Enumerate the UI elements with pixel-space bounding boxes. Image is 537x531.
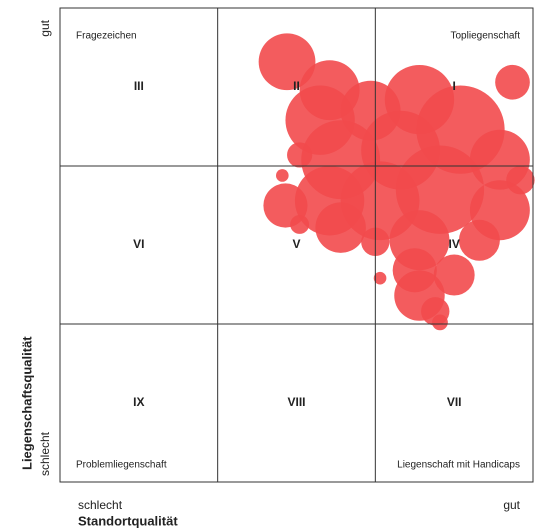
bubble bbox=[258, 33, 316, 91]
cell-label: VIII bbox=[287, 395, 305, 409]
bubble bbox=[433, 254, 475, 296]
corner-label: Liegenschaft mit Handicaps bbox=[397, 460, 520, 471]
cell-label: IV bbox=[448, 237, 459, 251]
corner-label: Topliegenschaft bbox=[451, 31, 521, 42]
bubble bbox=[315, 202, 366, 253]
x-high-label: gut bbox=[503, 498, 520, 512]
bubble bbox=[458, 219, 500, 261]
corner-label: Problemliegenschaft bbox=[76, 460, 167, 471]
bubble bbox=[276, 169, 289, 182]
cell-label: IX bbox=[133, 395, 144, 409]
corner-label: Fragezeichen bbox=[76, 31, 137, 42]
x-axis-title: Standortqualität bbox=[78, 513, 178, 528]
cell-label: I bbox=[452, 79, 455, 93]
cell-label: III bbox=[134, 79, 144, 93]
x-low-label: schlecht bbox=[78, 498, 123, 512]
bubble bbox=[373, 271, 387, 285]
y-high-label: gut bbox=[38, 19, 52, 36]
frame bbox=[59, 7, 534, 483]
cell-label: II bbox=[293, 79, 300, 93]
cell-label: VII bbox=[447, 395, 462, 409]
bubble bbox=[495, 64, 530, 100]
cell-label: V bbox=[292, 237, 300, 251]
bubble bbox=[432, 314, 448, 331]
y-axis-title: Liegenschaftsqualität bbox=[19, 336, 34, 470]
cell-label: VI bbox=[133, 237, 144, 251]
bubble bbox=[287, 142, 313, 168]
y-low-label: schlecht bbox=[38, 431, 52, 476]
